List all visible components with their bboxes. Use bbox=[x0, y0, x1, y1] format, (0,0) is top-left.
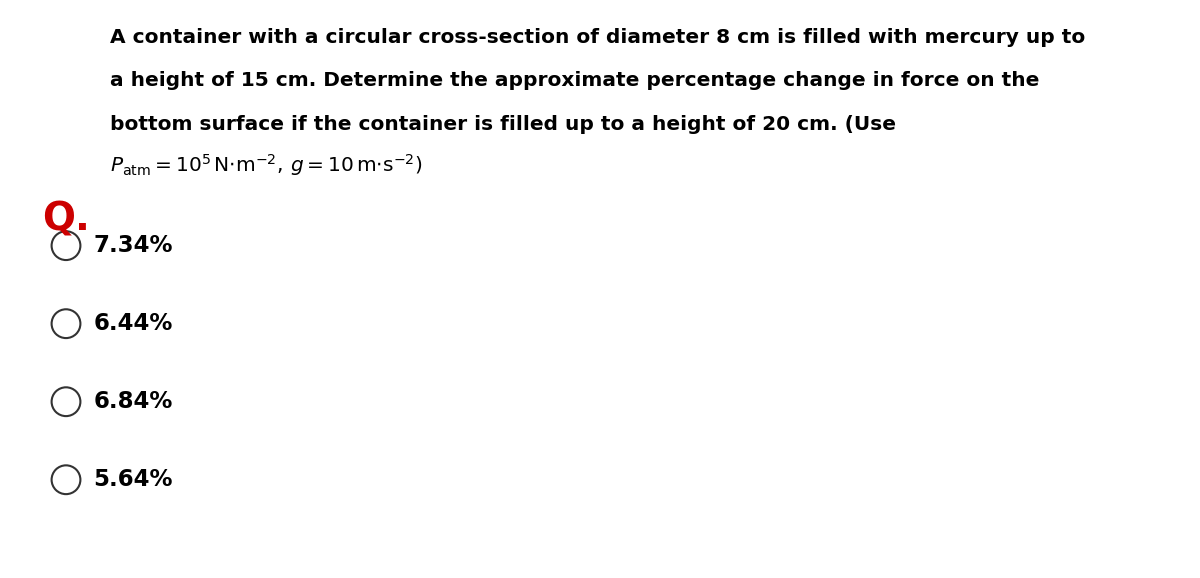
Text: A container with a circular cross-section of diameter 8 cm is filled with mercur: A container with a circular cross-sectio… bbox=[110, 28, 1086, 47]
Text: 6.44%: 6.44% bbox=[94, 312, 173, 335]
Text: $P_{\rm atm} = 10^{5}\,{\rm N{\cdot}m^{-2}},\,g = 10\,{\rm m{\cdot}s^{-2}})$: $P_{\rm atm} = 10^{5}\,{\rm N{\cdot}m^{-… bbox=[110, 152, 422, 177]
Text: a height of 15 cm. Determine the approximate percentage change in force on the: a height of 15 cm. Determine the approxi… bbox=[110, 72, 1039, 90]
Text: 7.34%: 7.34% bbox=[94, 234, 173, 257]
Text: 6.84%: 6.84% bbox=[94, 390, 173, 413]
Text: Q.: Q. bbox=[42, 201, 90, 239]
Text: bottom surface if the container is filled up to a height of 20 cm. (Use: bottom surface if the container is fille… bbox=[110, 115, 896, 134]
Text: 5.64%: 5.64% bbox=[94, 468, 173, 491]
